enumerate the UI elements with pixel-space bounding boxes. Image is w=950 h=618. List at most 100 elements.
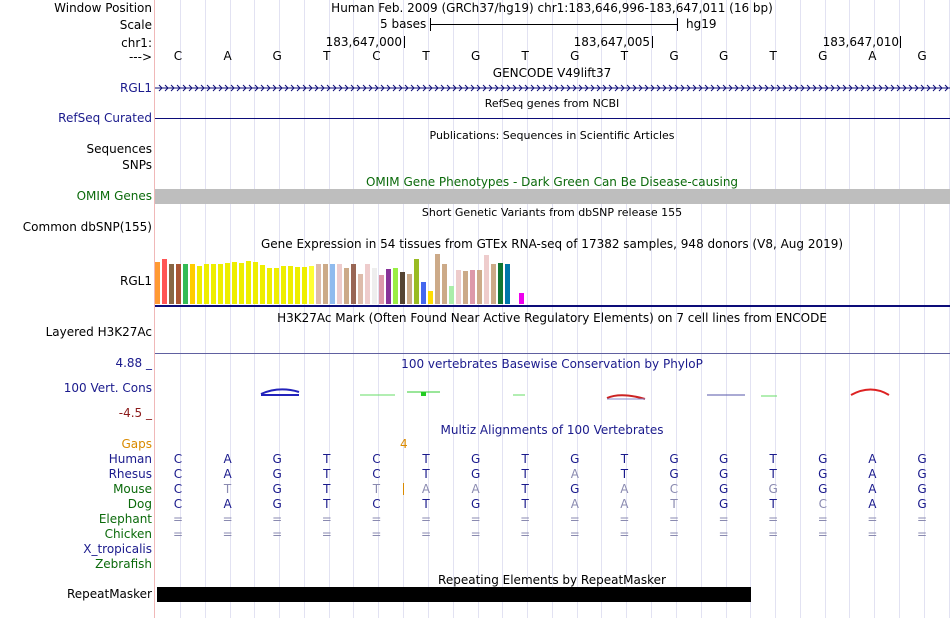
gtex-tissue-bar[interactable] bbox=[316, 264, 322, 304]
omim-track-label[interactable]: OMIM Genes bbox=[76, 189, 152, 203]
gtex-tissue-bar[interactable] bbox=[442, 264, 448, 304]
alignment-base: C bbox=[669, 482, 679, 496]
gtex-tissue-bar[interactable] bbox=[232, 262, 238, 304]
gtex-tissue-bar[interactable] bbox=[456, 270, 462, 304]
gtex-tissue-bar[interactable] bbox=[218, 264, 224, 304]
dbsnp-track-label[interactable]: Common dbSNP(155) bbox=[22, 220, 152, 234]
species-label[interactable]: Rhesus bbox=[108, 467, 152, 481]
species-label[interactable]: Zebrafish bbox=[95, 557, 152, 571]
gtex-tissue-bar[interactable] bbox=[477, 270, 483, 304]
gencode-gene-feature[interactable] bbox=[155, 82, 950, 94]
gtex-tissue-bar[interactable] bbox=[386, 269, 392, 304]
species-label[interactable]: Elephant bbox=[98, 512, 152, 526]
gtex-tissue-bar[interactable] bbox=[260, 265, 266, 304]
gtex-tissue-bar[interactable] bbox=[225, 263, 231, 304]
coord-label: 183,647,005 bbox=[573, 35, 650, 49]
gtex-tissue-bar[interactable] bbox=[498, 263, 504, 304]
phylop-track-label[interactable]: 100 Vert. Cons bbox=[63, 381, 152, 395]
gtex-tissue-bar[interactable] bbox=[351, 264, 357, 304]
gtex-tissue-bar[interactable] bbox=[358, 274, 364, 304]
grid-line bbox=[800, 0, 801, 618]
omim-gene-feature[interactable] bbox=[155, 189, 950, 204]
phylop-conservation-plot[interactable] bbox=[155, 382, 950, 404]
gtex-tissue-bar[interactable] bbox=[190, 264, 196, 304]
gtex-tissue-bar[interactable] bbox=[421, 282, 427, 304]
gtex-tissue-bar[interactable] bbox=[372, 268, 378, 304]
species-label[interactable]: Dog bbox=[127, 497, 152, 511]
gtex-tissue-bar[interactable] bbox=[463, 271, 469, 304]
h3k27ac-track-title: H3K27Ac Mark (Often Found Near Active Re… bbox=[277, 311, 827, 325]
refseq-gene-feature[interactable] bbox=[155, 118, 950, 119]
refseq-track-label[interactable]: RefSeq Curated bbox=[58, 111, 152, 125]
gtex-tissue-bar[interactable] bbox=[400, 272, 406, 304]
gtex-tissue-bar[interactable] bbox=[246, 261, 252, 304]
alignment-base: A bbox=[570, 467, 579, 481]
reference-base: C bbox=[173, 49, 183, 63]
gtex-tissue-bar[interactable] bbox=[470, 270, 476, 304]
gtex-tissue-bar[interactable] bbox=[204, 264, 210, 304]
grid-line bbox=[180, 0, 181, 618]
scale-bar-right-cap bbox=[677, 18, 678, 31]
gtex-tissue-bar[interactable] bbox=[183, 264, 189, 304]
publications-sequences-label[interactable]: Sequences bbox=[86, 142, 152, 156]
species-label[interactable]: Chicken bbox=[104, 527, 152, 541]
gtex-tissue-bar[interactable] bbox=[414, 259, 420, 304]
scale-text: 5 bases bbox=[380, 17, 427, 31]
gtex-tissue-bar[interactable] bbox=[253, 262, 259, 304]
gtex-tissue-bar[interactable] bbox=[449, 286, 455, 304]
multiz-gaps-label[interactable]: Gaps bbox=[121, 437, 152, 451]
gtex-tissue-bar[interactable] bbox=[309, 266, 315, 304]
gtex-tissue-bar[interactable] bbox=[491, 264, 497, 304]
reference-base: G bbox=[470, 49, 481, 63]
gtex-tissue-bar[interactable] bbox=[365, 264, 371, 304]
gtex-tissue-bar[interactable] bbox=[267, 268, 273, 304]
gtex-tissue-bar[interactable] bbox=[169, 264, 175, 304]
gtex-tissue-bar[interactable] bbox=[330, 264, 336, 304]
gtex-tissue-bar[interactable] bbox=[505, 264, 511, 304]
gtex-tissue-bar[interactable] bbox=[155, 262, 161, 304]
gtex-tissue-bar[interactable] bbox=[435, 254, 441, 304]
gtex-tissue-bar[interactable] bbox=[337, 264, 343, 304]
alignment-base: = bbox=[272, 512, 283, 526]
gtex-tissue-bar[interactable] bbox=[211, 264, 217, 304]
grid-line bbox=[205, 0, 206, 618]
gtex-tissue-bar[interactable] bbox=[379, 275, 385, 304]
species-label[interactable]: Mouse bbox=[113, 482, 152, 496]
alignment-base: G bbox=[768, 482, 778, 496]
gtex-tissue-bar[interactable] bbox=[512, 269, 518, 304]
gtex-tissue-bars[interactable] bbox=[155, 252, 535, 304]
phylop-min-label: -4.5 _ bbox=[118, 406, 152, 420]
publications-snps-label[interactable]: SNPs bbox=[122, 158, 152, 172]
grid-line bbox=[428, 0, 429, 618]
gencode-gene-label[interactable]: RGL1 bbox=[120, 81, 152, 95]
gtex-tissue-bar[interactable] bbox=[323, 264, 329, 304]
gtex-tissue-bar[interactable] bbox=[519, 293, 525, 304]
gtex-tissue-bar[interactable] bbox=[484, 255, 490, 304]
alignment-base: = bbox=[619, 527, 630, 541]
gtex-tissue-bar[interactable] bbox=[162, 259, 168, 304]
gtex-tissue-bar[interactable] bbox=[344, 268, 350, 304]
repeatmasker-track-label[interactable]: RepeatMasker bbox=[66, 587, 152, 601]
gtex-tissue-bar[interactable] bbox=[295, 267, 301, 304]
h3k27ac-track-label[interactable]: Layered H3K27Ac bbox=[45, 325, 152, 339]
gtex-tissue-bar[interactable] bbox=[407, 274, 413, 304]
gtex-tissue-bar[interactable] bbox=[288, 266, 294, 304]
gtex-tissue-bar[interactable] bbox=[393, 268, 399, 304]
alignment-base: = bbox=[321, 512, 332, 526]
alignment-base: = bbox=[222, 512, 233, 526]
gtex-tissue-bar[interactable] bbox=[428, 291, 434, 304]
gtex-tissue-bar[interactable] bbox=[176, 264, 182, 304]
gtex-tissue-bar[interactable] bbox=[274, 268, 280, 304]
gtex-tissue-bar[interactable] bbox=[281, 266, 287, 304]
gtex-gene-label[interactable]: RGL1 bbox=[120, 274, 152, 288]
alignment-base: T bbox=[521, 497, 529, 511]
repeatmasker-element[interactable] bbox=[157, 587, 751, 602]
gtex-tissue-bar[interactable] bbox=[302, 267, 308, 304]
species-label[interactable]: Human bbox=[108, 452, 152, 466]
gtex-tissue-bar[interactable] bbox=[239, 263, 245, 304]
species-label[interactable]: X_tropicalis bbox=[83, 542, 152, 556]
gtex-tissue-bar[interactable] bbox=[197, 266, 203, 304]
grid-line bbox=[279, 0, 280, 618]
reference-base: G bbox=[818, 49, 828, 63]
